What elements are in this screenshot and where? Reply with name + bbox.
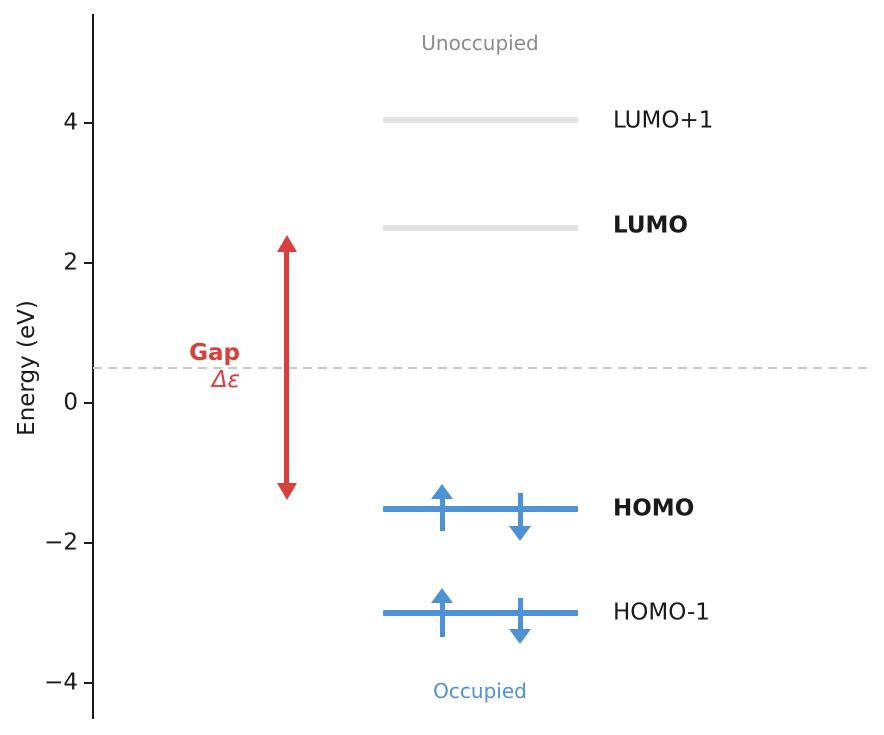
level-label-lumo: LUMO	[613, 212, 688, 239]
level-label-homo: HOMO	[613, 495, 695, 522]
gap-arrow-down-head	[277, 483, 297, 500]
midgap-dashed-line	[93, 367, 868, 369]
level-label-lumo-plus1: LUMO+1	[613, 107, 714, 134]
y-axis-tick	[84, 262, 93, 264]
level-line-homo	[383, 506, 578, 512]
spin-up-arrow-shaft	[440, 601, 445, 637]
spin-down-arrow-icon	[509, 526, 531, 541]
gap-arrow-up-head	[277, 235, 297, 252]
y-axis-tick	[84, 122, 93, 124]
y-axis-line	[92, 14, 94, 719]
unoccupied-group-label: Unoccupied	[421, 31, 539, 55]
y-tick-label-4: 4	[63, 109, 78, 136]
spin-up-arrow-shaft	[440, 497, 445, 531]
spin-down-arrow-shaft	[518, 598, 523, 629]
y-axis-tick	[84, 542, 93, 544]
y-tick-label-m4: −4	[44, 669, 78, 696]
level-line-homo-minus1	[383, 610, 578, 616]
y-axis-tick	[84, 682, 93, 684]
spin-up-arrow-icon	[431, 484, 453, 499]
spin-up-arrow-icon	[431, 588, 453, 603]
y-axis-title: Energy (eV)	[14, 300, 40, 436]
level-label-homo-minus1: HOMO-1	[613, 599, 710, 626]
y-tick-label-m2: −2	[44, 529, 78, 556]
gap-symbol: Δε	[211, 367, 240, 393]
y-axis-tick	[84, 402, 93, 404]
y-tick-label-0: 0	[63, 389, 78, 416]
level-line-lumo-plus1	[383, 117, 578, 123]
gap-label: Gap	[189, 340, 240, 366]
y-tick-label-2: 2	[63, 249, 78, 276]
spin-down-arrow-icon	[509, 629, 531, 644]
level-line-lumo	[383, 225, 578, 231]
gap-arrow-shaft	[284, 250, 289, 486]
occupied-group-label: Occupied	[433, 679, 527, 703]
spin-down-arrow-shaft	[518, 493, 523, 527]
